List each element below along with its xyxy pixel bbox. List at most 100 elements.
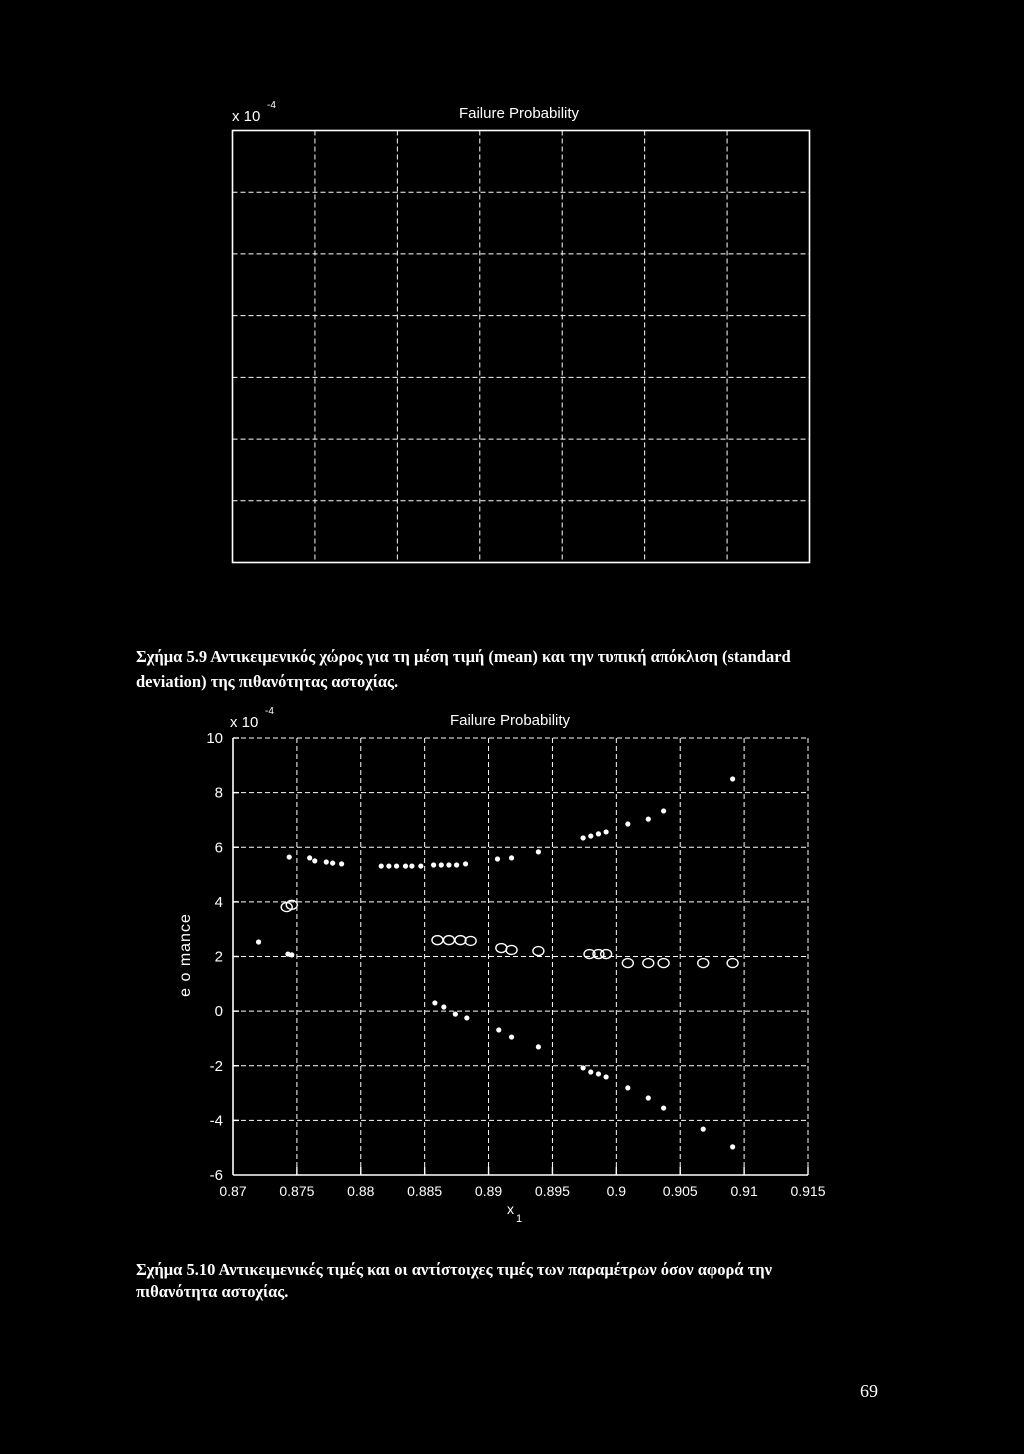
chart2-grid bbox=[233, 737, 809, 1175]
chart2-series2-circle-marker bbox=[442, 934, 456, 946]
chart2-series1-dot-marker bbox=[312, 858, 318, 864]
chart2-series1-dot-marker bbox=[730, 776, 736, 782]
chart2-data-points bbox=[255, 776, 739, 1150]
chart2-ytick-label: 10 bbox=[206, 730, 223, 747]
chart2-series3-dot-marker bbox=[432, 1000, 438, 1006]
chart2-series3-dot-marker bbox=[625, 1085, 631, 1091]
chart2-series1-dot-marker bbox=[625, 821, 631, 827]
chart2-series2-circle-marker bbox=[642, 957, 655, 969]
chart2-series3-dot-marker bbox=[535, 1044, 541, 1050]
chart2-ytick-label: -6 bbox=[210, 1167, 223, 1184]
chart2-series1-dot-marker bbox=[339, 861, 345, 867]
chart2-tick-labels: 0.87 0.875 0.88 0.885 0.89 0.895 0.9 0.905 0.91 0… bbox=[206, 730, 825, 1199]
chart2-x-axis-label-subscript: 1 bbox=[516, 1213, 522, 1225]
chart2-xtick-label: 0.91 bbox=[730, 1183, 757, 1199]
chart2-series3-dot-marker bbox=[595, 1071, 602, 1077]
chart2-series3-dot-marker bbox=[464, 1015, 470, 1021]
chart2-series1-dot-marker bbox=[462, 861, 469, 867]
chart1-title: Failure Probability bbox=[459, 105, 580, 122]
caption-line: Σχήμα 5.9 Αντικειμενικός χώρος για τη μέ… bbox=[136, 647, 791, 666]
chart2-series1-dot-marker bbox=[438, 862, 444, 868]
chart2-xtick-label: 0.905 bbox=[663, 1183, 698, 1199]
chart2-series1-dot-marker bbox=[307, 855, 313, 861]
chart2-series1-dot-marker bbox=[508, 855, 515, 861]
caption-line: deviation) της πιθανότητας αστοχίας. bbox=[136, 672, 399, 691]
chart2-xtick-label: 0.885 bbox=[407, 1183, 442, 1199]
chart2-series2-circle-marker bbox=[583, 948, 596, 960]
chart2-series2-circle-marker bbox=[697, 957, 710, 969]
chart2-ytick-label: 8 bbox=[215, 785, 223, 802]
chart2-series2-circle-marker bbox=[599, 948, 613, 960]
chart2-series2-circle-marker bbox=[592, 948, 605, 960]
chart1-multiplier: x 10 bbox=[232, 108, 260, 125]
chart2-series1-dot-marker bbox=[402, 863, 409, 869]
chart2-series3-dot-marker bbox=[255, 939, 262, 945]
chart2-ytick-label: -4 bbox=[210, 1112, 223, 1129]
chart2-ytick-label: -2 bbox=[210, 1058, 223, 1075]
chart2-series1-dot-marker bbox=[454, 862, 460, 868]
chart2-series3-dot-marker bbox=[452, 1011, 458, 1017]
chart1-plot-frame bbox=[231, 129, 811, 564]
chart2-axes bbox=[232, 737, 809, 1176]
caption-line: Σχήμα 5.10 Αντικειμενικές τιμές και οι α… bbox=[136, 1260, 772, 1279]
chart2-series3-dot-marker bbox=[289, 952, 295, 958]
chart2-series3-dot-marker bbox=[645, 1095, 651, 1101]
chart2-title: Failure Probability bbox=[450, 712, 571, 729]
figure-5-9-caption: Σχήμα 5.9 Αντικειμενικός χώρος για τη μέ… bbox=[136, 644, 791, 694]
chart2-series3-dot-marker bbox=[603, 1074, 609, 1080]
chart2-x-axis-label: x bbox=[507, 1201, 514, 1217]
chart2-series1-dot-marker bbox=[494, 856, 501, 862]
chart2-xtick-label: 0.88 bbox=[347, 1183, 374, 1199]
chart2-series3-dot-marker bbox=[588, 1069, 594, 1075]
chart2-series3-dot-marker bbox=[580, 1065, 586, 1071]
chart2-series1-dot-marker bbox=[535, 849, 541, 855]
chart1-multiplier-exponent: -4 bbox=[267, 100, 276, 111]
chart2-xtick-label: 0.87 bbox=[219, 1183, 246, 1199]
chart2-series3-dot-marker bbox=[496, 1027, 502, 1033]
chart2-series2-circle-marker bbox=[454, 934, 467, 946]
chart2-series2-circle-marker bbox=[431, 934, 444, 946]
chart2-series1-dot-marker bbox=[645, 816, 651, 822]
chart2-multiplier: x 10 bbox=[230, 714, 258, 731]
chart2-series2-circle-marker bbox=[285, 899, 298, 911]
chart2-ytick-label: 6 bbox=[215, 839, 223, 856]
chart2-series3-dot-marker bbox=[700, 1126, 706, 1132]
chart2-ytick-label: 2 bbox=[215, 949, 223, 966]
chart2-series1-dot-marker bbox=[446, 862, 452, 868]
chart2-series3-dot-marker bbox=[508, 1034, 515, 1040]
chart2-multiplier-exponent: -4 bbox=[265, 706, 274, 717]
figure-5-10-caption: Σχήμα 5.10 Αντικειμενικές τιμές και οι α… bbox=[136, 1259, 772, 1303]
chart2-series2-circle-marker bbox=[464, 935, 477, 947]
chart2-series1-dot-marker bbox=[418, 863, 424, 869]
chart-failure-probability-objective-space: x 10 -4 Failure Probability bbox=[231, 100, 811, 564]
chart2-ytick-label: 4 bbox=[215, 894, 223, 911]
chart2-xtick-label: 0.9 bbox=[607, 1183, 627, 1199]
chart2-series1-dot-marker bbox=[588, 833, 594, 839]
chart2-series2-circle-marker bbox=[621, 957, 635, 969]
chart-failure-probability-values: x 10 -4 Failure Probability 0.87 0.875 0.8… bbox=[177, 706, 826, 1225]
chart2-series1-dot-marker bbox=[409, 863, 415, 869]
chart2-series1-dot-marker bbox=[323, 859, 329, 865]
chart2-series1-dot-marker bbox=[378, 863, 384, 869]
chart2-series1-dot-marker bbox=[431, 862, 437, 868]
chart2-xtick-label: 0.915 bbox=[790, 1183, 825, 1199]
chart2-xtick-label: 0.895 bbox=[535, 1183, 570, 1199]
chart2-series1-dot-marker bbox=[386, 863, 392, 869]
caption-line: πιθανότητα αστοχίας. bbox=[136, 1282, 289, 1301]
chart2-series2-circle-marker bbox=[495, 942, 508, 954]
chart2-xtick-label: 0.89 bbox=[475, 1183, 502, 1199]
chart2-series1-dot-marker bbox=[595, 831, 602, 837]
chart2-series1-dot-marker bbox=[661, 808, 667, 814]
chart2-series2-circle-marker bbox=[726, 957, 739, 969]
chart2-series1-dot-marker bbox=[330, 860, 336, 866]
chart2-series1-dot-marker bbox=[580, 835, 586, 841]
chart2-xtick-label: 0.875 bbox=[279, 1183, 314, 1199]
chart2-series3-dot-marker bbox=[661, 1105, 667, 1111]
chart2-series2-circle-marker bbox=[505, 944, 518, 956]
page-number: 69 bbox=[860, 1381, 878, 1401]
chart2-series3-dot-marker bbox=[441, 1004, 447, 1010]
chart2-series3-dot-marker bbox=[730, 1144, 736, 1150]
chart2-y-axis-label: e o mance bbox=[177, 913, 194, 997]
chart2-series1-dot-marker bbox=[393, 863, 400, 869]
